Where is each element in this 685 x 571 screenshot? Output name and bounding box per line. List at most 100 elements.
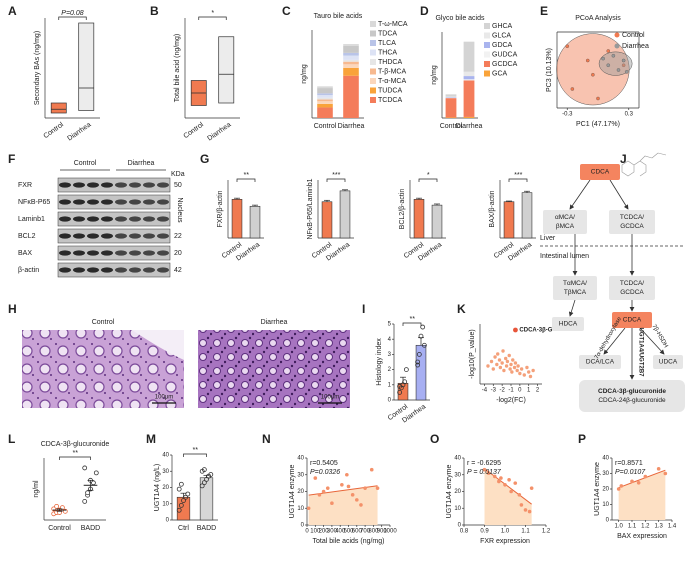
bar-segment	[343, 61, 359, 65]
x-tick-label: 400	[335, 529, 346, 535]
x-tick-label: 1.4	[668, 524, 677, 530]
legend-label: THDCA	[378, 59, 402, 66]
y-tick-label: 2	[388, 367, 392, 373]
point	[606, 49, 611, 53]
band	[73, 182, 85, 188]
y-tick-label: 5	[388, 322, 392, 328]
panel-letter: L	[8, 432, 15, 446]
node-label: CDCA	[623, 317, 642, 324]
enzyme-label: 7α-dehydroxylase	[594, 316, 623, 361]
band	[115, 233, 127, 239]
node	[612, 312, 652, 328]
point	[54, 503, 60, 509]
point	[570, 87, 575, 91]
y-tick-label: 40	[162, 453, 169, 459]
point	[621, 58, 626, 63]
point	[181, 498, 186, 503]
y-axis-label: PC3 (10.13%)	[546, 48, 553, 92]
band	[157, 233, 169, 239]
y-tick-label: 10	[454, 506, 461, 512]
panel-letter: A	[8, 4, 17, 18]
legend-swatch	[370, 30, 376, 37]
x-tick-label: -1	[508, 388, 514, 394]
annotation: P=0.0326	[310, 469, 340, 476]
significance-label: *	[427, 172, 430, 179]
legend-label: GDCA	[492, 42, 513, 49]
point	[346, 484, 351, 489]
x-tick-label: 0.3	[625, 112, 634, 118]
box	[218, 36, 235, 104]
y-axis-label: UGT1A4 enzyme	[594, 462, 601, 516]
panel-letter: O	[430, 432, 439, 446]
point	[596, 96, 600, 101]
x-tick-label: 500	[343, 529, 354, 535]
row-label: FXR	[18, 182, 32, 189]
x-tick-label: 600	[352, 529, 363, 535]
point	[502, 368, 506, 373]
image-label: Diarrhea	[261, 319, 288, 326]
band	[129, 267, 141, 273]
point	[421, 342, 427, 348]
point	[82, 465, 88, 471]
legend-swatch	[370, 97, 376, 103]
fit-area	[484, 468, 532, 525]
point	[519, 367, 524, 371]
x-tick-label: -3	[491, 388, 497, 394]
legend-label: T-ω-MCA	[378, 21, 408, 28]
point	[616, 487, 621, 491]
point	[528, 374, 533, 379]
band	[157, 182, 169, 188]
legend-label: Diarrhea	[622, 43, 649, 50]
node-label: CDCA-3β-glucuronide	[598, 388, 666, 395]
x-axis-label: -log2(FC)	[496, 397, 526, 404]
point	[518, 371, 522, 376]
y-axis-label: BAX/β-actin	[489, 190, 496, 227]
band	[59, 216, 71, 222]
legend-label: TDCA	[378, 30, 397, 37]
x-axis-label: PC1 (47.17%)	[576, 121, 620, 128]
point	[363, 486, 367, 490]
band	[101, 216, 113, 222]
bar-segment	[317, 88, 333, 94]
panel-letter: D	[420, 4, 429, 18]
point	[611, 54, 616, 58]
legend-label: GHCA	[492, 23, 513, 30]
x-tick-label: 1	[527, 388, 531, 394]
point	[491, 367, 495, 371]
row-label: BAX	[18, 250, 32, 257]
y-tick-label: 20	[602, 487, 609, 493]
legend-swatch	[484, 42, 490, 48]
point	[513, 361, 518, 365]
point	[176, 507, 182, 513]
point	[199, 483, 205, 489]
significance-label: **	[192, 447, 198, 454]
point	[330, 501, 334, 506]
x-tick-label: 1.2	[641, 524, 650, 530]
chart-title: PCoA Analysis	[575, 15, 621, 22]
box	[78, 22, 95, 111]
chart-title: CDCA-3β-glucuronide	[41, 441, 110, 448]
panel-letter: I	[362, 302, 365, 316]
point	[503, 483, 507, 487]
row-label: NFκB-P65	[18, 199, 50, 206]
bar-segment	[445, 98, 457, 118]
point	[499, 476, 503, 480]
y-tick-label: 40	[454, 456, 461, 462]
point	[416, 351, 422, 357]
y-tick-label: 10	[297, 506, 304, 512]
bar	[431, 204, 443, 239]
y-tick-label: 20	[454, 489, 461, 495]
point	[496, 352, 500, 356]
blot-strip	[57, 194, 171, 210]
blot-strip	[57, 245, 171, 261]
point	[663, 471, 668, 476]
bar	[249, 205, 261, 239]
legend-swatch	[484, 61, 490, 67]
blot-strip	[57, 177, 171, 193]
legend-label: GCA	[492, 70, 508, 77]
row-label: BCL2	[18, 233, 36, 240]
band	[143, 216, 155, 222]
node-label: DCA/LCA	[586, 359, 615, 366]
point	[519, 503, 524, 507]
